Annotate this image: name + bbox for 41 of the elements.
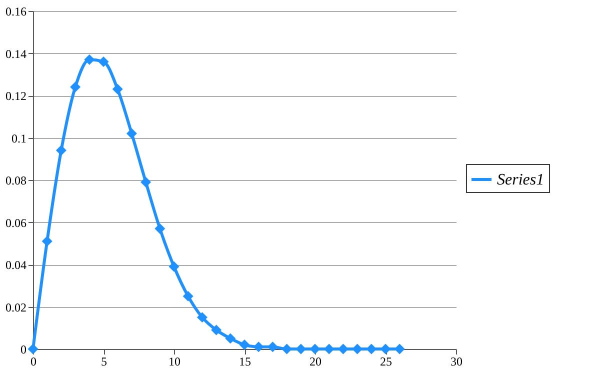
x-tick-label: 15 [239, 354, 251, 368]
legend-label: Series1 [497, 172, 544, 188]
x-tick-label: 20 [310, 354, 322, 368]
point [140, 176, 152, 188]
point [42, 236, 52, 247]
point [70, 82, 81, 92]
point [84, 54, 95, 65]
point [239, 340, 250, 350]
y-tick-label: 0.1 [12, 131, 26, 146]
point [324, 344, 334, 354]
point [267, 342, 278, 352]
point [380, 344, 391, 354]
point [366, 344, 377, 354]
y-tick-label: 0.12 [6, 89, 26, 103]
y-tick-label: 0 [20, 342, 26, 356]
y-tick-label: 0.02 [6, 300, 26, 314]
x-tick-label: 0 [30, 354, 36, 368]
y-tick-label: 0.08 [6, 174, 26, 188]
point [154, 223, 166, 234]
point [225, 333, 236, 344]
x-tick-label: 30 [450, 354, 462, 368]
point [168, 261, 180, 272]
point [182, 290, 194, 302]
x-tick-label: 10 [168, 354, 180, 368]
point [28, 344, 38, 354]
point [310, 344, 320, 354]
y-tick-label: 0.14 [6, 46, 26, 61]
y-tick-label: 0.04 [6, 258, 26, 272]
point [253, 342, 264, 352]
point [196, 312, 208, 323]
point [126, 128, 137, 139]
point [394, 344, 405, 354]
x-tick-label: 5 [101, 354, 107, 368]
y-tick-label: 0.06 [6, 216, 26, 230]
point [211, 324, 222, 336]
point [112, 84, 123, 94]
y-tick-label: 0.16 [6, 4, 26, 18]
point [296, 344, 306, 354]
point [98, 56, 109, 67]
x-tick-label: 25 [380, 354, 392, 368]
point [56, 145, 66, 156]
